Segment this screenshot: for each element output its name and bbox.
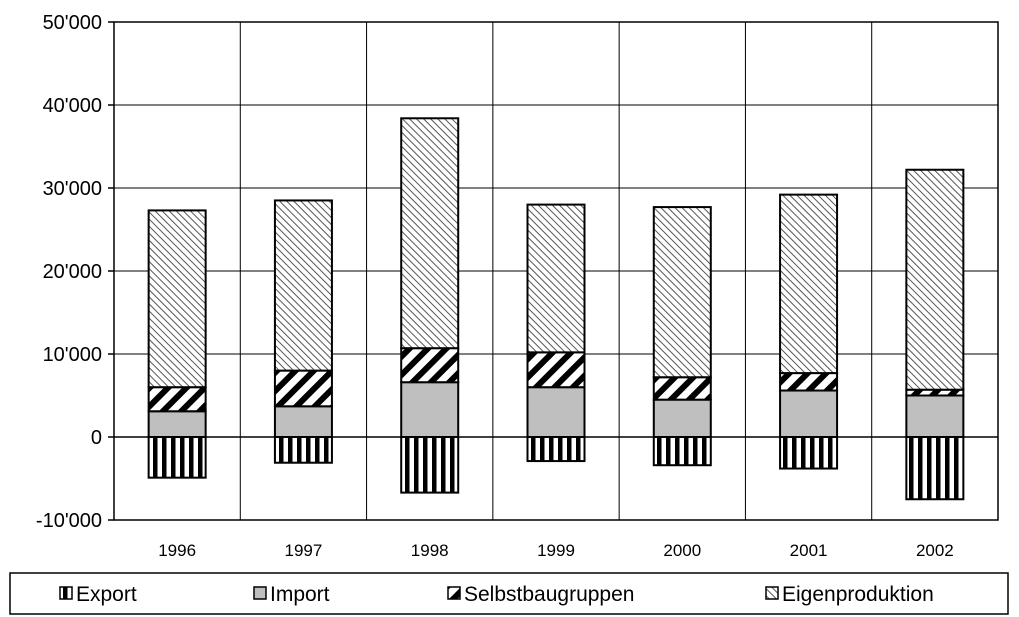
axes: -10'000 0 10'000 20'000 30'000 40'000 50'000 19…	[36, 12, 999, 560]
legend-label-import: Import	[270, 583, 330, 606]
legend: Export Import Selbstbaugruppen Eigenprodukt…	[9, 572, 1009, 615]
xtick-label-2001: 2001	[790, 541, 828, 560]
bar-export-1999	[526, 436, 586, 463]
bar-export-1997	[273, 436, 333, 464]
bar-eigenproduktion-2002	[905, 168, 965, 391]
bar-import-1997	[273, 405, 333, 439]
bar-export-1998	[400, 436, 460, 494]
bar-import-1996	[147, 410, 207, 438]
bar-eigenproduktion-1996	[147, 209, 207, 389]
ytick-label-3: 20'000	[43, 261, 102, 283]
ytick-label-6: 50'000	[43, 12, 102, 34]
bar-export-2000	[652, 436, 712, 467]
bar-selbstbaugruppen-1996	[147, 386, 207, 413]
bar-export-2001	[779, 436, 839, 470]
xtick-label-1999: 1999	[537, 541, 575, 560]
legend-swatch-selbstbaugruppen	[447, 586, 461, 600]
bar-selbstbaugruppen-1999	[526, 351, 586, 389]
ytick-label-0: -10'000	[36, 510, 102, 532]
bar-eigenproduktion-1998	[400, 117, 460, 350]
legend-swatch-export	[59, 586, 73, 600]
ytick-label-1: 0	[91, 427, 102, 449]
bar-export-1996	[147, 436, 207, 479]
xtick-label-1997: 1997	[285, 541, 323, 560]
bar-import-2000	[652, 398, 712, 438]
bar-eigenproduktion-1999	[526, 203, 586, 354]
bar-import-2001	[779, 389, 839, 438]
xtick-label-2002: 2002	[916, 541, 954, 560]
bar-selbstbaugruppen-2001	[779, 372, 839, 392]
legend-swatch-import	[253, 586, 267, 600]
legend-label-export: Export	[76, 583, 137, 606]
legend-label-selbstbaugruppen: Selbstbaugruppen	[464, 583, 634, 606]
legend-swatch-eigenproduktion	[765, 586, 779, 600]
bar-eigenproduktion-2001	[779, 193, 839, 375]
bar-selbstbaugruppen-1997	[273, 369, 333, 408]
bar-import-2002	[905, 394, 965, 438]
bar-import-1999	[526, 386, 586, 439]
bars	[147, 117, 965, 501]
legend-label-eigenproduktion: Eigenproduktion	[782, 583, 934, 606]
bar-export-2002	[905, 436, 965, 501]
xtick-label-1998: 1998	[411, 541, 449, 560]
bar-eigenproduktion-1997	[273, 199, 333, 372]
ytick-label-5: 40'000	[43, 95, 102, 117]
bar-eigenproduktion-2000	[652, 206, 712, 379]
ytick-label-4: 30'000	[43, 178, 102, 200]
legend-box	[9, 572, 1009, 615]
xtick-label-1996: 1996	[158, 541, 196, 560]
bar-selbstbaugruppen-1998	[400, 347, 460, 384]
xtick-label-2000: 2000	[663, 541, 701, 560]
bar-import-1998	[400, 381, 460, 438]
bar-selbstbaugruppen-2000	[652, 376, 712, 401]
ytick-label-2: 10'000	[43, 344, 102, 366]
